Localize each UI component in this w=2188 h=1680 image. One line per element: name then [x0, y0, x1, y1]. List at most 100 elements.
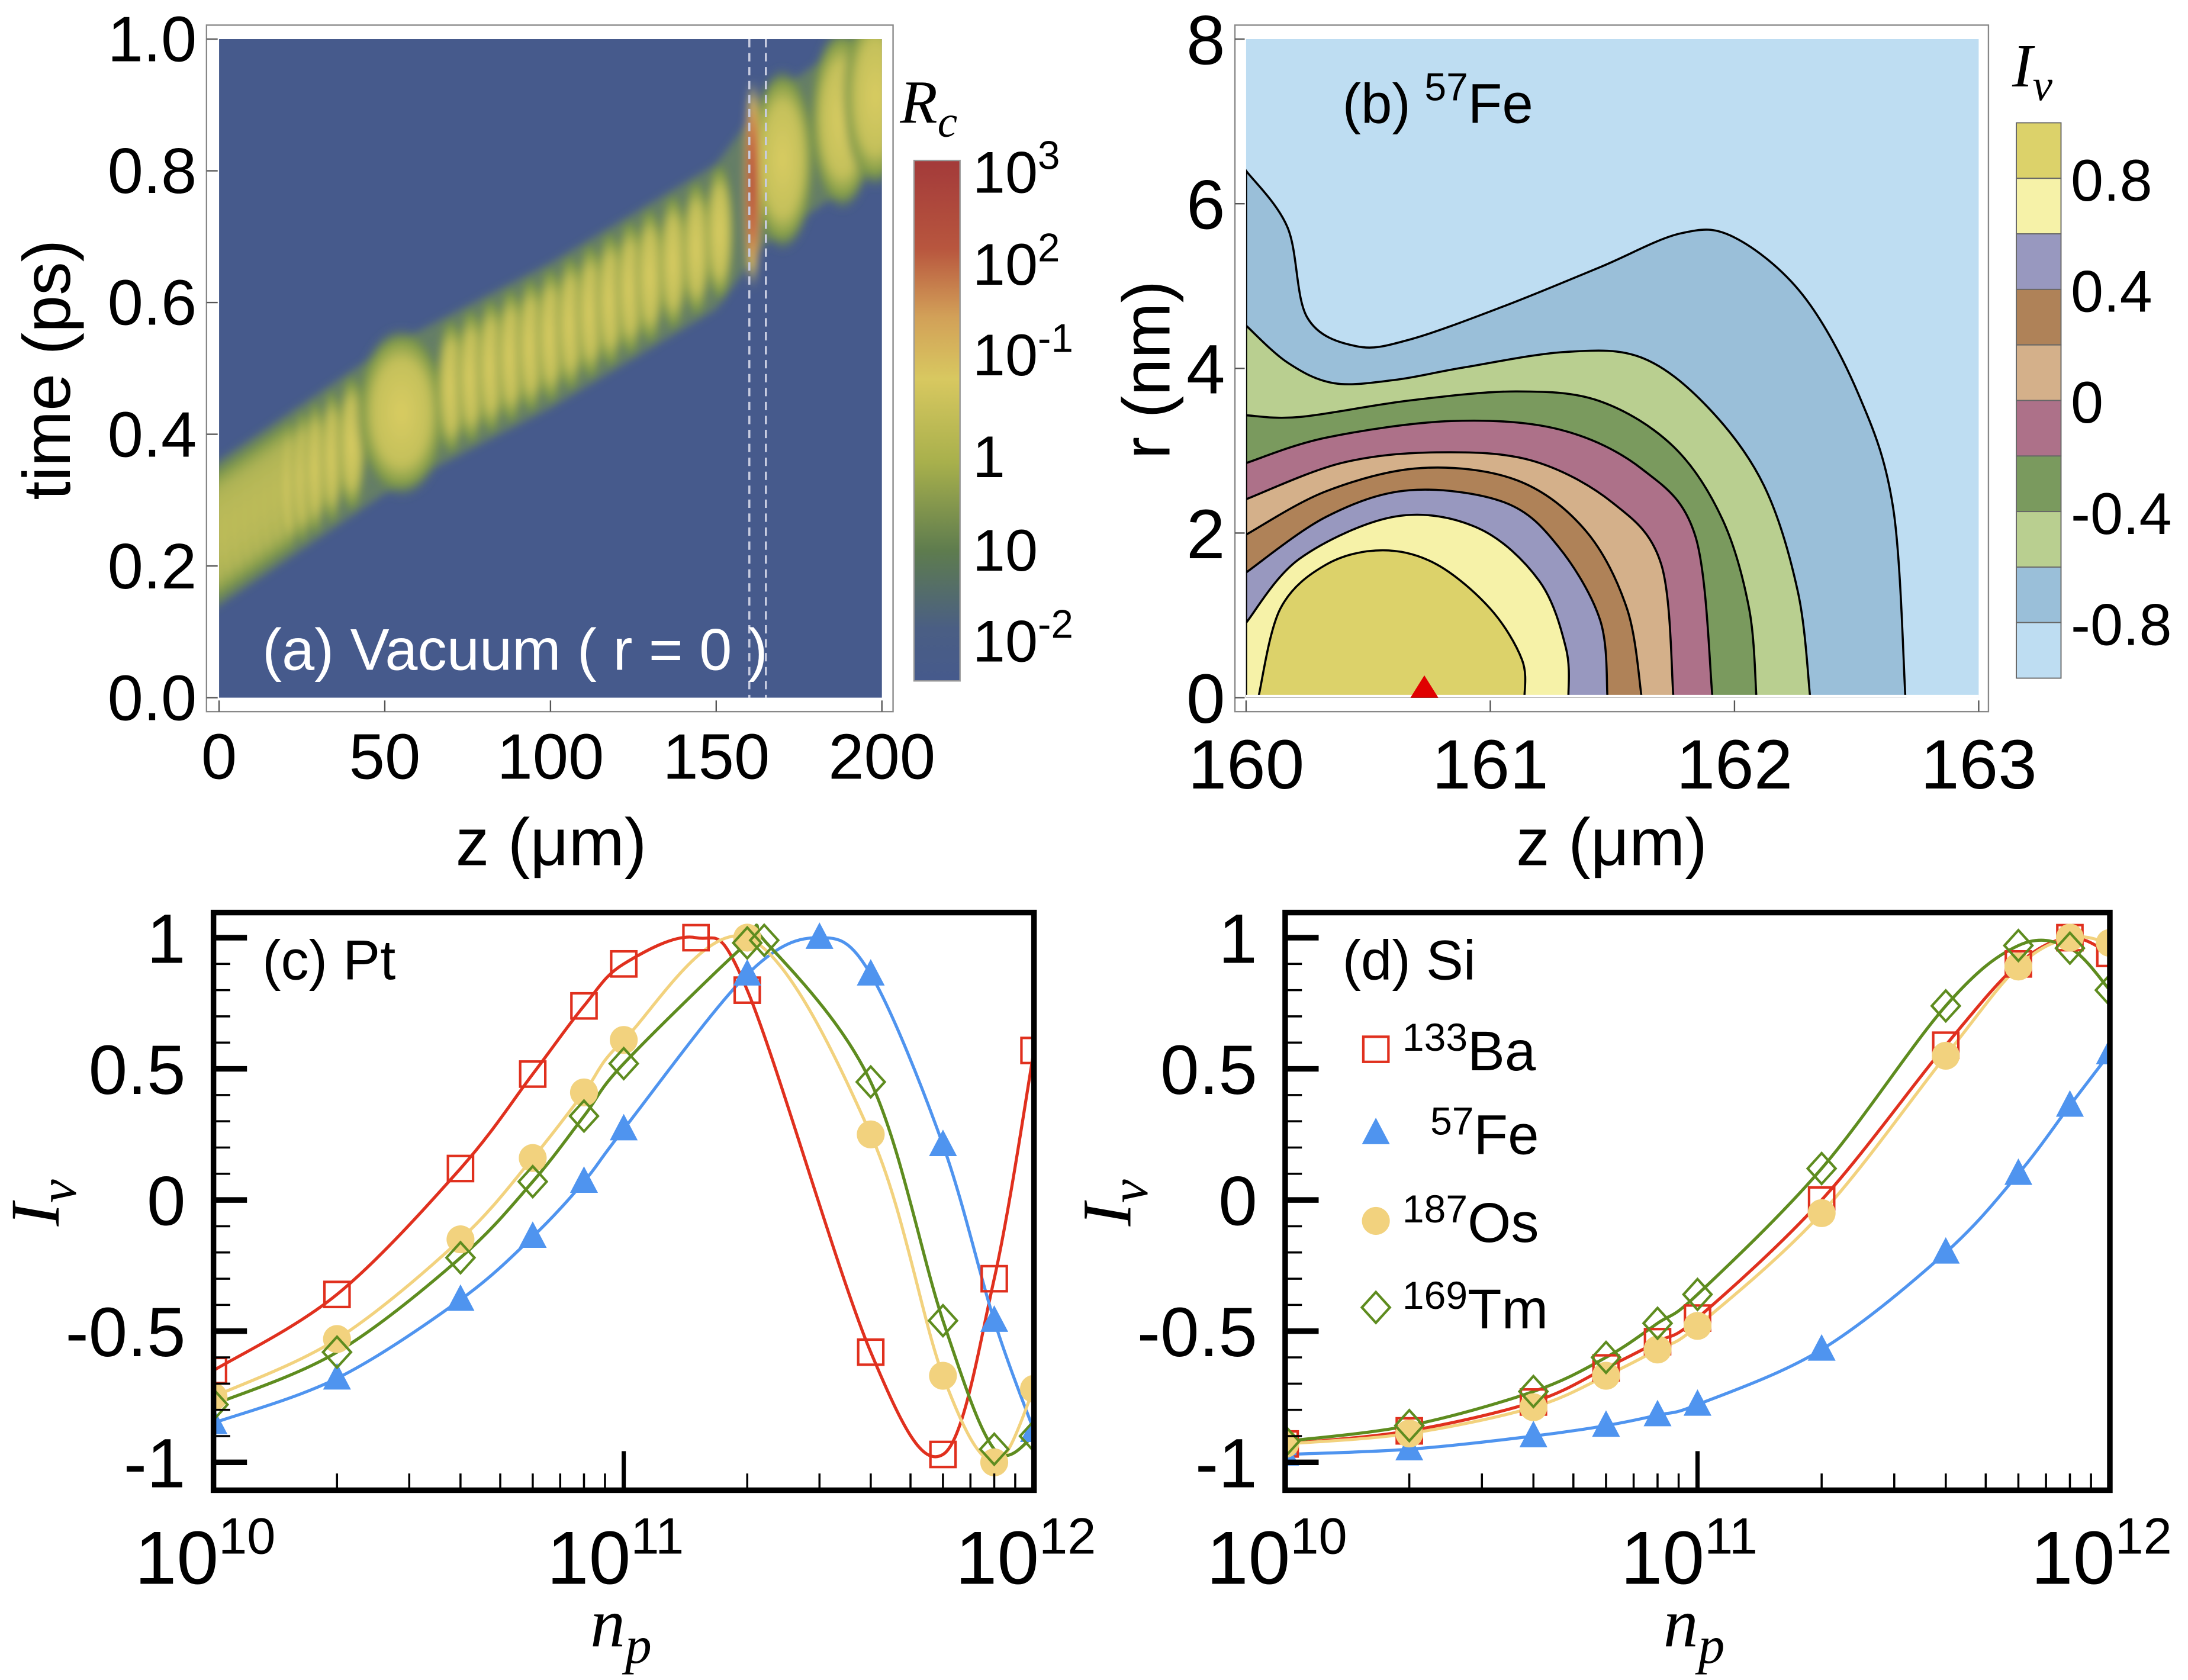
data-point-187Os: [1643, 1335, 1672, 1364]
x-tick-label-base: 10: [1206, 1515, 1291, 1599]
data-point-187Os: [1932, 1041, 1960, 1070]
data-point-57Fe: [2055, 1090, 2084, 1117]
data-point-57Fe: [2096, 1038, 2110, 1064]
data-point-169Tm: [855, 1064, 887, 1099]
data-point-187Os: [1592, 1362, 1620, 1390]
data-point-169Tm: [213, 1387, 230, 1422]
data-point-169Tm: [979, 1432, 1010, 1467]
data-point-169Tm: [608, 1046, 640, 1081]
data-point-187Os: [446, 1225, 475, 1254]
panel-c-xlabel: np: [590, 1585, 652, 1675]
x-tick-label-exponent: 10: [1290, 1508, 1347, 1565]
x-tick-label-base: 10: [1621, 1515, 1705, 1599]
y-tick-label: 0.5: [89, 1031, 186, 1109]
x-tick-label-base: 10: [135, 1515, 219, 1599]
colorbar-tick-label-exponent: -2: [1038, 603, 1073, 647]
data-point-169Tm: [2094, 973, 2110, 1008]
panel-c-title: (c) Pt: [262, 929, 395, 992]
data-point-57Fe: [1519, 1421, 1547, 1447]
legend-label: 187Os: [1402, 1187, 1539, 1254]
panel-a-xlabel: z (μm): [456, 804, 647, 879]
x-tick-label: 200: [828, 720, 935, 792]
data-point-169Tm: [927, 1303, 959, 1338]
data-point-57Fe: [519, 1221, 547, 1248]
heatmap-peak: [744, 78, 761, 289]
x-tick-label: 1011: [1621, 1508, 1758, 1599]
baseline: [1246, 694, 1979, 698]
colorbar-tick-label-base: 1: [973, 424, 1005, 490]
data-point-57Fe: [733, 959, 761, 986]
colorbar-tick-label: -0.4: [2071, 481, 2172, 546]
data-point-187Os: [519, 1144, 547, 1172]
x-tick-label: 1012: [955, 1508, 1096, 1599]
x-tick-label-base: 10: [547, 1515, 631, 1599]
colorbar-tick-label-base: 10: [973, 322, 1038, 388]
colorbar-tick-label-exponent: 2: [1038, 226, 1060, 270]
legend-label: 133Ba: [1402, 1015, 1536, 1082]
data-point-57Fe: [323, 1363, 351, 1390]
legend-marker: [1360, 1290, 1392, 1325]
y-tick-label: 0: [1218, 1162, 1257, 1240]
legend-item: 57Fe: [1362, 1099, 1539, 1166]
data-point-187Os: [610, 1026, 638, 1054]
data-point-133Ba: [213, 1356, 227, 1385]
data-point-169Tm: [517, 1164, 549, 1199]
colorbar-tick-label-base: 10: [973, 231, 1038, 297]
colorbar-tick-label-exponent: 3: [1038, 134, 1060, 178]
data-point-169Tm: [731, 925, 763, 960]
colorbar-band: [2016, 122, 2062, 179]
y-tick-label: 0.6: [108, 267, 197, 339]
x-tick-label: 1010: [135, 1508, 276, 1599]
data-point-133Ba: [2096, 939, 2110, 967]
series-line-57Fe: [1285, 1052, 2110, 1456]
data-point-187Os: [2096, 929, 2110, 957]
data-point-169Tm: [445, 1240, 477, 1275]
colorbar-tick-label: 0.4: [2071, 259, 2152, 324]
x-tick-label: 50: [349, 720, 421, 792]
data-point-57Fe: [610, 1113, 638, 1141]
colorbar-band: [2016, 455, 2062, 513]
panel-d-ylabel: Iv: [1069, 1179, 1159, 1227]
panel-a-colorbar: [913, 159, 961, 682]
y-tick-label: -1: [1195, 1424, 1257, 1502]
data-point-187Os: [1683, 1312, 1712, 1340]
y-tick-label: 0.8: [108, 135, 197, 207]
x-tick-label-exponent: 10: [218, 1508, 275, 1565]
legend-element: Os: [1468, 1192, 1539, 1254]
data-point-57Fe: [569, 1166, 599, 1193]
y-tick-label: -0.5: [65, 1293, 185, 1371]
x-tick-label-exponent: 12: [2115, 1508, 2171, 1565]
legend-mass: 187: [1402, 1187, 1468, 1231]
y-tick-label: 0.5: [1160, 1031, 1257, 1109]
x-tick-label: 161: [1432, 725, 1549, 803]
legend-item: 133Ba: [1362, 1015, 1536, 1082]
heatmap-fringe: [842, 39, 882, 189]
x-tick-label: 100: [497, 720, 604, 792]
series-line-57Fe: [213, 936, 1034, 1431]
data-point-187Os: [569, 1078, 599, 1107]
y-tick-label: 0.4: [108, 398, 197, 470]
data-point-169Tm: [2054, 931, 2086, 965]
data-point-57Fe: [805, 922, 834, 949]
data-point-133Ba: [857, 1338, 885, 1366]
x-tick-label: 160: [1188, 725, 1305, 803]
marker-triangle: [1410, 675, 1439, 698]
colorbar-tick-label: 102: [973, 226, 1060, 297]
colorbar-tick-label: 0.8: [2071, 147, 2152, 213]
data-point-57Fe: [1807, 1334, 1836, 1361]
colorbar-tick-label: 103: [973, 134, 1060, 205]
data-point-169Tm: [1590, 1340, 1622, 1375]
data-point-57Fe: [1683, 1389, 1712, 1416]
colorbar-tick-label: -0.8: [2071, 591, 2172, 657]
panel-a-colorbar-label: Rc: [899, 69, 957, 147]
legend-element: Fe: [1473, 1103, 1539, 1166]
colorbar-band: [2016, 622, 2062, 679]
y-tick-label: 1.0: [108, 4, 197, 75]
data-point-133Ba: [570, 992, 598, 1020]
x-tick-label: 1012: [2031, 1508, 2172, 1599]
colorbar-tick-label: 10: [973, 517, 1038, 583]
